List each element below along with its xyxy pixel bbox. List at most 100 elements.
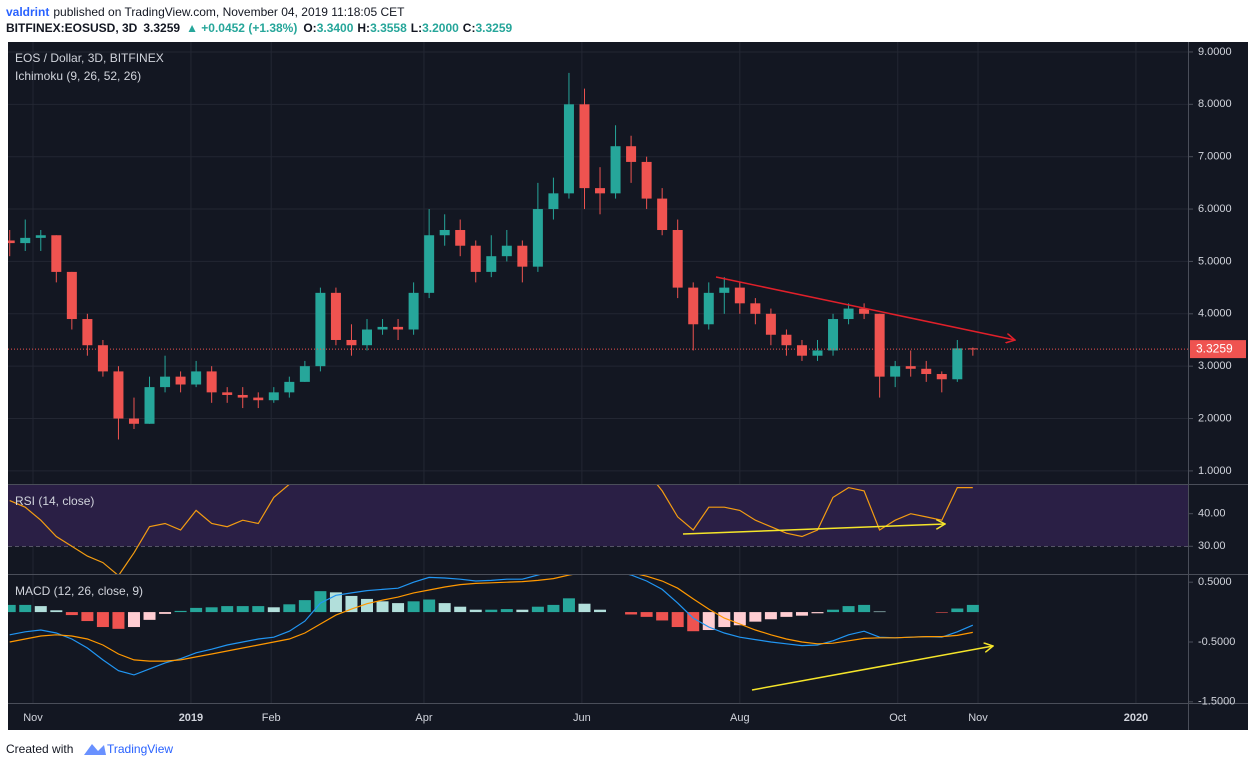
y-tick-label: 40.00: [1198, 508, 1226, 520]
candle-body: [253, 397, 264, 401]
candle-body: [688, 287, 699, 325]
histogram-bar: [640, 612, 653, 617]
candle-body: [191, 371, 202, 385]
histogram-bar: [267, 607, 280, 613]
candle-body: [330, 292, 341, 340]
candle-body: [765, 313, 776, 335]
histogram-bar: [562, 598, 575, 613]
candle-body: [408, 292, 419, 330]
histogram-bar: [407, 601, 420, 613]
histogram-bar: [935, 612, 948, 613]
open: 3.3400: [317, 21, 354, 35]
histogram-bar: [50, 610, 63, 613]
y-tick-label: -1.5000: [1198, 696, 1235, 708]
o-label: O:: [303, 21, 316, 35]
candle-body: [486, 256, 497, 272]
candle-body: [548, 193, 559, 210]
y-tick-label: 30.00: [1198, 540, 1226, 552]
histogram-bar: [34, 606, 47, 613]
histogram-bar: [236, 606, 249, 613]
trend-line: [715, 276, 1015, 340]
histogram-bar: [392, 603, 405, 613]
candle-body: [424, 235, 435, 293]
histogram-bar: [656, 612, 669, 621]
histogram-bar: [827, 609, 840, 613]
grid: [8, 42, 1188, 703]
candle-body: [781, 334, 792, 346]
c-label: C:: [463, 21, 476, 35]
histogram-bar: [361, 598, 374, 613]
candle-body: [222, 392, 233, 395]
candle-body: [470, 245, 481, 272]
logo: [84, 744, 106, 755]
histogram-bar: [858, 604, 871, 613]
candle-body: [563, 104, 574, 194]
pane: [8, 485, 1188, 574]
histogram-bar: [112, 612, 125, 629]
y-tick-label: 6.0000: [1198, 203, 1232, 215]
candle-body: [828, 319, 839, 351]
low: 3.2000: [422, 21, 459, 35]
histogram-bar: [469, 609, 482, 613]
line: [9, 575, 973, 662]
candle-body: [144, 387, 155, 424]
x-tick-label: Jun: [573, 712, 591, 724]
histogram-bar: [252, 606, 265, 613]
symbol: BITFINEX:EOSUSD, 3D: [6, 21, 138, 35]
candle-body: [206, 371, 217, 393]
trend-line: [682, 524, 945, 535]
candle-body: [610, 146, 621, 194]
x-tick-label: Nov: [23, 712, 43, 724]
candle-body: [113, 371, 124, 419]
candle-body: [517, 245, 528, 267]
candle-body: [51, 235, 62, 272]
x-tick-label: 2019: [179, 712, 203, 724]
histogram-bar: [795, 612, 808, 616]
y-tick-label: 5.0000: [1198, 255, 1232, 267]
candle-body: [952, 348, 963, 380]
candle-body: [97, 345, 108, 372]
candle-body: [362, 329, 373, 346]
histogram-bar: [842, 606, 855, 613]
histogram-bar: [8, 604, 16, 613]
candle-body: [595, 188, 606, 194]
histogram-bar: [531, 606, 544, 613]
y-tick-label: 7.0000: [1198, 151, 1232, 163]
y-tick-label: 3.0000: [1198, 360, 1232, 372]
candle-body: [734, 287, 745, 304]
histogram-bar: [500, 609, 513, 613]
candle-body: [921, 368, 932, 375]
high: 3.3558: [370, 21, 407, 35]
candle-body: [35, 235, 46, 238]
candle-body: [843, 308, 854, 320]
histogram-bar: [733, 612, 746, 626]
y-tick-label: 9.0000: [1198, 46, 1232, 58]
candle-body: [377, 326, 388, 330]
candle-body: [859, 308, 870, 314]
y-tick-label: 0.5000: [1198, 576, 1232, 588]
header-line: valdrint published on TradingView.com, No…: [6, 5, 405, 19]
histogram-bar: [96, 612, 109, 628]
candle-body: [890, 366, 901, 377]
candle-body: [315, 292, 326, 367]
candle-body: [82, 319, 93, 346]
candle-body: [8, 240, 15, 244]
histogram-bar: [423, 599, 436, 613]
candle-body: [346, 339, 357, 346]
y-tick-label: -0.5000: [1198, 636, 1235, 648]
histogram-bar: [190, 607, 203, 613]
histogram-bar: [547, 604, 560, 613]
histogram-bar: [127, 612, 140, 628]
histogram-bar: [159, 612, 172, 614]
histogram-bar: [205, 607, 218, 613]
histogram-bar: [81, 612, 94, 622]
candle-body: [796, 345, 807, 356]
histogram-bar: [283, 604, 296, 613]
candle-body: [160, 376, 171, 388]
histogram-bar: [19, 604, 32, 613]
last-price-box: [1190, 340, 1246, 359]
histogram-bar: [594, 609, 607, 613]
candle-body: [719, 287, 730, 293]
line: [9, 575, 974, 676]
histogram-bar: [749, 612, 762, 622]
